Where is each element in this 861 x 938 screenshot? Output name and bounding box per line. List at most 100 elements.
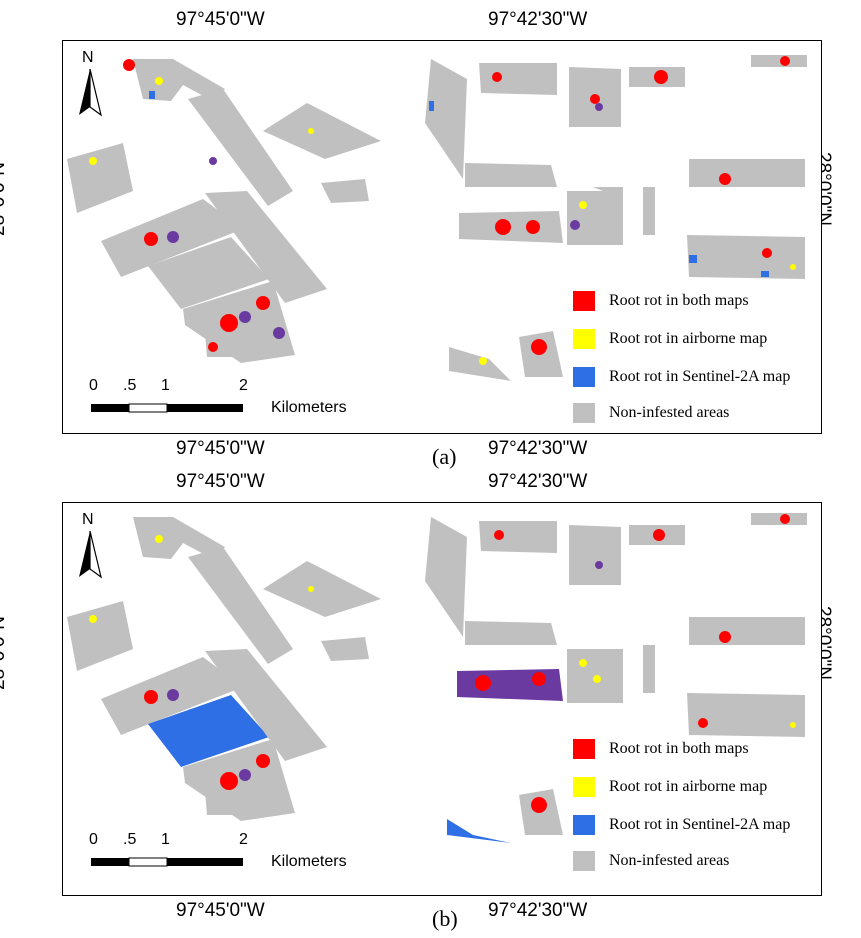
field-polygon: [465, 621, 557, 645]
airborne-patch: [790, 264, 796, 270]
scale-bar-graphic: [91, 857, 243, 867]
overlap-patch: [239, 311, 251, 323]
root-rot-patch: [220, 314, 238, 332]
field-polygon: [425, 517, 467, 637]
sentinel-patch: [429, 101, 434, 111]
root-rot-patch: [698, 718, 708, 728]
field-polygon: [643, 645, 655, 693]
legend-swatch-both: [573, 291, 595, 311]
north-arrow: N: [75, 49, 105, 117]
scale-tick-half: .5: [123, 377, 137, 394]
overlap-patch: [595, 103, 603, 111]
field-polygon-sentinel: [447, 819, 511, 843]
legend-label-airborne: Root rot in airborne map: [609, 778, 768, 795]
field-polygon: [479, 63, 557, 95]
top-longitude-right: 97°42'30"W: [488, 471, 588, 492]
field-polygon: [205, 649, 327, 761]
legend-label-sentinel: Root rot in Sentinel-2A map: [609, 816, 791, 833]
airborne-patch: [89, 615, 97, 623]
overlap-patch: [595, 561, 603, 569]
field-polygon: [321, 637, 369, 661]
north-arrow-icon: [79, 69, 102, 117]
panel-caption: (b): [432, 906, 458, 931]
legend-swatch-noninfested: [573, 851, 595, 871]
airborne-patch: [790, 722, 796, 728]
legend-label-sentinel: Root rot in Sentinel-2A map: [609, 368, 791, 385]
airborne-patch: [308, 586, 314, 592]
legend-swatch-airborne: [573, 329, 595, 349]
root-rot-patch: [762, 248, 772, 258]
field-polygon: [425, 59, 467, 179]
legend-label-both: Root rot in both maps: [609, 740, 749, 757]
legend-swatch-sentinel: [573, 367, 595, 387]
airborne-patch: [593, 675, 601, 683]
airborne-patch: [155, 535, 163, 543]
field-polygon: [593, 187, 623, 199]
field-polygon: [689, 617, 805, 645]
field-polygon: [133, 517, 225, 559]
root-rot-patch: [590, 94, 600, 104]
field-polygon: [567, 191, 623, 245]
root-rot-patch: [653, 529, 665, 541]
field-polygon: [133, 59, 225, 101]
root-rot-patch: [719, 173, 731, 185]
field-polygon: [479, 521, 557, 553]
legend-swatch-airborne: [573, 777, 595, 797]
field-polygon: [751, 513, 807, 525]
bottom-longitude-left: 97°45'0"W: [176, 438, 265, 459]
legend-label-noninfested: Non-infested areas: [609, 852, 730, 869]
field-polygon-overlap: [457, 669, 563, 701]
bottom-longitude-right: 97°42'30"W: [488, 438, 588, 459]
scale-tick-half: .5: [123, 831, 137, 848]
sentinel-patch: [761, 271, 769, 277]
root-rot-patch: [256, 296, 270, 310]
root-rot-patch: [123, 59, 135, 71]
root-rot-patch: [220, 772, 238, 790]
field-polygon: [643, 187, 655, 235]
root-rot-patch: [531, 797, 547, 813]
root-rot-patch: [532, 672, 546, 686]
root-rot-patch: [144, 232, 158, 246]
root-rot-patch: [208, 342, 218, 352]
legend-label-noninfested: Non-infested areas: [609, 404, 730, 421]
airborne-patch: [579, 659, 587, 667]
field-polygon: [263, 103, 381, 159]
root-rot-patch: [526, 220, 540, 234]
bottom-longitude-left: 97°45'0"W: [176, 900, 265, 921]
top-longitude-left: 97°45'0"W: [176, 471, 265, 492]
field-polygon: [205, 331, 263, 357]
sentinel-patch: [149, 91, 155, 99]
left-latitude: 28°0'0"N: [0, 616, 9, 690]
field-polygon: [148, 237, 269, 309]
map-frame: N 0 .5 1 2 Kilometers Root rot in both m…: [62, 502, 822, 896]
field-polygon: [188, 89, 293, 206]
root-rot-patch: [144, 690, 158, 704]
field-polygon: [687, 235, 805, 279]
field-polygon: [465, 163, 557, 187]
map-panel-a: 97°45'0"W 97°42'30"W 28°0'0"N 28°0'0"N: [0, 0, 861, 469]
root-rot-patch: [531, 339, 547, 355]
field-polygon: [751, 55, 807, 67]
legend-label-airborne: Root rot in airborne map: [609, 330, 768, 347]
sentinel-patch: [689, 255, 697, 263]
root-rot-patch: [654, 70, 668, 84]
field-polygon-sentinel: [148, 695, 269, 767]
scale-units: Kilometers: [271, 853, 347, 870]
field-map: [67, 513, 807, 843]
field-polygon: [689, 159, 805, 187]
overlap-patch: [273, 327, 285, 339]
airborne-patch: [89, 157, 97, 165]
legend-swatch-noninfested: [573, 403, 595, 423]
field-polygon: [449, 347, 511, 381]
map-panel-b: 97°45'0"W 97°42'30"W 28°0'0"N 28°0'0"N: [0, 462, 861, 931]
scale-bar: 0 .5 1 2 Kilometers: [89, 377, 369, 417]
airborne-patch: [479, 357, 487, 365]
legend-swatch-both: [573, 739, 595, 759]
field-map: [67, 55, 807, 381]
field-polygon: [205, 789, 263, 815]
scale-tick-2: 2: [239, 377, 248, 394]
field-polygon: [321, 179, 369, 203]
scale-tick-0: 0: [89, 377, 98, 394]
overlap-patch: [167, 689, 179, 701]
legend-label-both: Root rot in both maps: [609, 292, 749, 309]
